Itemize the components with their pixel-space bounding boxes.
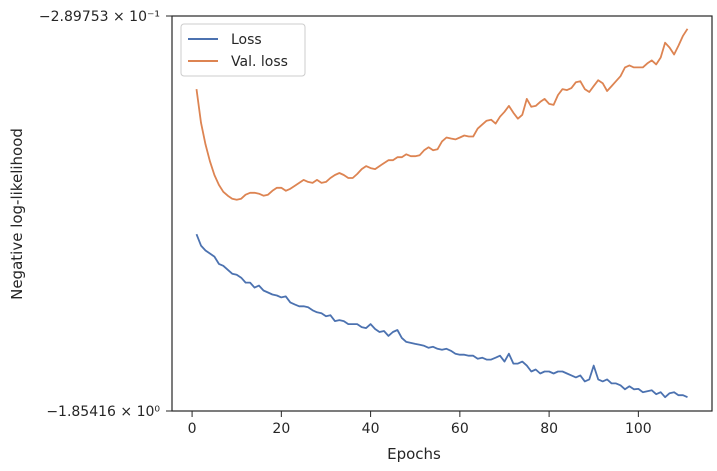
- legend-label-val-loss: Val. loss: [231, 54, 288, 70]
- legend: Loss Val. loss: [180, 23, 306, 77]
- plot-area: 0 20 40 60 80 100: [166, 15, 713, 437]
- x-tick-label: 0: [188, 421, 197, 437]
- series-line-val-loss: [195, 28, 689, 201]
- series-line-loss: [195, 233, 688, 399]
- y-tick-label-bottom: −1.85416 × 10⁰: [46, 404, 160, 420]
- x-axis-label: Epochs: [387, 445, 441, 463]
- y-axis-label: Negative log-likelihood: [8, 128, 26, 300]
- x-tick-label: 60: [451, 421, 469, 437]
- x-tick-label: 80: [540, 421, 558, 437]
- y-tick-label-top: −2.89753 × 10⁻¹: [39, 9, 160, 25]
- legend-box: [180, 23, 306, 77]
- x-tick-label: 100: [625, 421, 652, 437]
- x-tick-label: 20: [272, 421, 290, 437]
- legend-label-loss: Loss: [231, 32, 262, 48]
- plot-frame: [171, 15, 713, 412]
- x-tick-label: 40: [362, 421, 380, 437]
